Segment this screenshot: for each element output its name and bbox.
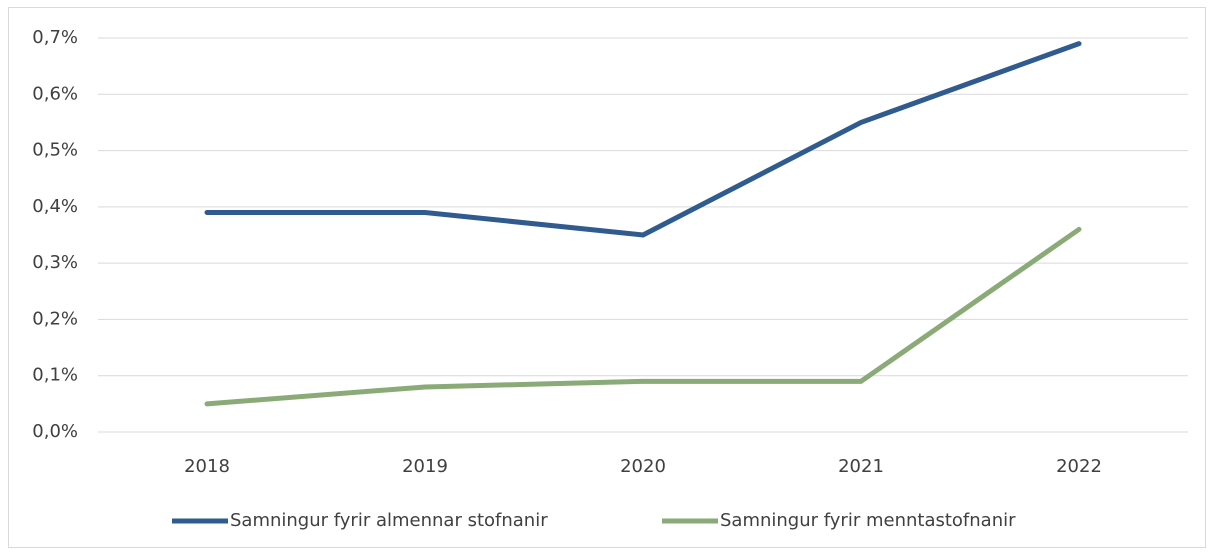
y-tick-label: 0,0% (32, 421, 78, 442)
y-tick-label: 0,3% (32, 252, 78, 273)
x-tick-label: 2022 (1056, 456, 1102, 477)
legend-label: Samningur fyrir almennar stofnanir (230, 510, 548, 531)
y-tick-label: 0,2% (32, 308, 78, 329)
series-line (204, 41, 1082, 238)
y-tick-label: 0,1% (32, 365, 78, 386)
x-tick-label: 2019 (402, 456, 448, 477)
x-tick-label: 2021 (838, 456, 884, 477)
y-tick-label: 0,6% (32, 83, 78, 104)
x-tick-label: 2020 (620, 456, 666, 477)
y-tick-label: 0,5% (32, 140, 78, 161)
series-line (204, 226, 1082, 407)
legend-label: Samningur fyrir menntastofnanir (720, 510, 1016, 531)
y-tick-label: 0,4% (32, 196, 78, 217)
x-tick-label: 2018 (184, 456, 230, 477)
y-tick-label: 0,7% (32, 27, 78, 48)
